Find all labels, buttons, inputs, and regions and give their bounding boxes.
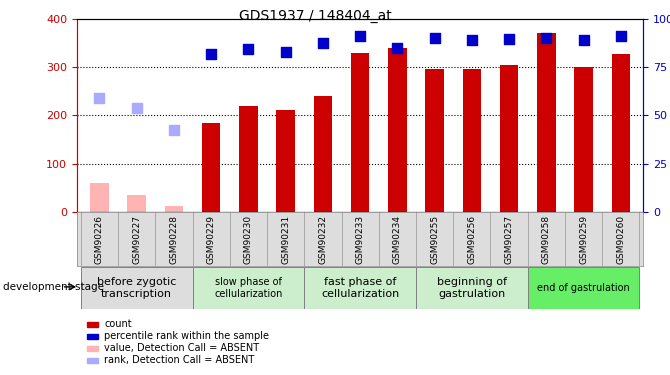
Text: GSM90234: GSM90234 <box>393 214 402 264</box>
FancyBboxPatch shape <box>192 267 304 309</box>
Point <box>392 45 403 51</box>
Text: GSM90260: GSM90260 <box>616 214 625 264</box>
Bar <box>90 183 109 212</box>
Point <box>578 38 589 44</box>
Text: GSM90257: GSM90257 <box>505 214 514 264</box>
Bar <box>537 33 555 212</box>
Text: rank, Detection Call = ABSENT: rank, Detection Call = ABSENT <box>105 356 255 365</box>
Point <box>94 95 105 101</box>
Text: before zygotic
transcription: before zygotic transcription <box>97 277 176 298</box>
Point <box>355 33 366 39</box>
FancyBboxPatch shape <box>528 267 639 309</box>
Bar <box>202 123 220 212</box>
Bar <box>127 195 146 212</box>
FancyBboxPatch shape <box>416 267 528 309</box>
Text: GSM90233: GSM90233 <box>356 214 364 264</box>
Text: percentile rank within the sample: percentile rank within the sample <box>105 332 269 341</box>
Text: GSM90229: GSM90229 <box>206 214 216 264</box>
Point <box>206 51 216 57</box>
Text: GSM90259: GSM90259 <box>579 214 588 264</box>
Bar <box>462 69 481 212</box>
Bar <box>574 67 593 212</box>
Text: count: count <box>105 320 132 329</box>
FancyBboxPatch shape <box>304 267 416 309</box>
Bar <box>239 106 258 212</box>
Point <box>169 127 180 133</box>
Text: value, Detection Call = ABSENT: value, Detection Call = ABSENT <box>105 344 259 353</box>
Bar <box>425 69 444 212</box>
Bar <box>87 334 98 339</box>
Point <box>541 35 551 41</box>
Text: slow phase of
cellularization: slow phase of cellularization <box>214 277 283 298</box>
Text: fast phase of
cellularization: fast phase of cellularization <box>321 277 399 298</box>
Bar <box>87 346 98 351</box>
Text: GSM90226: GSM90226 <box>95 214 104 264</box>
Point <box>243 46 254 52</box>
Text: GSM90255: GSM90255 <box>430 214 439 264</box>
Text: development stage: development stage <box>3 282 105 292</box>
Point <box>318 40 328 46</box>
Text: GSM90230: GSM90230 <box>244 214 253 264</box>
Text: GSM90232: GSM90232 <box>318 214 328 264</box>
Text: GSM90256: GSM90256 <box>468 214 476 264</box>
Text: GSM90258: GSM90258 <box>542 214 551 264</box>
Text: GSM90231: GSM90231 <box>281 214 290 264</box>
Point <box>429 35 440 41</box>
Bar <box>314 96 332 212</box>
Text: GSM90228: GSM90228 <box>170 214 178 264</box>
Bar <box>87 358 98 363</box>
Point <box>616 33 626 39</box>
Text: end of gastrulation: end of gastrulation <box>537 283 630 293</box>
Bar <box>500 64 519 212</box>
Point <box>504 36 515 42</box>
Point <box>131 105 142 111</box>
Bar <box>87 322 98 327</box>
Bar <box>276 111 295 212</box>
Bar <box>388 48 407 212</box>
Bar <box>165 206 183 212</box>
Bar <box>351 53 369 212</box>
Point <box>280 49 291 55</box>
FancyBboxPatch shape <box>81 267 192 309</box>
Text: GSM90227: GSM90227 <box>132 214 141 264</box>
Bar <box>612 54 630 212</box>
Text: GDS1937 / 148404_at: GDS1937 / 148404_at <box>239 9 391 23</box>
Text: beginning of
gastrulation: beginning of gastrulation <box>437 277 507 298</box>
Point <box>466 38 477 44</box>
